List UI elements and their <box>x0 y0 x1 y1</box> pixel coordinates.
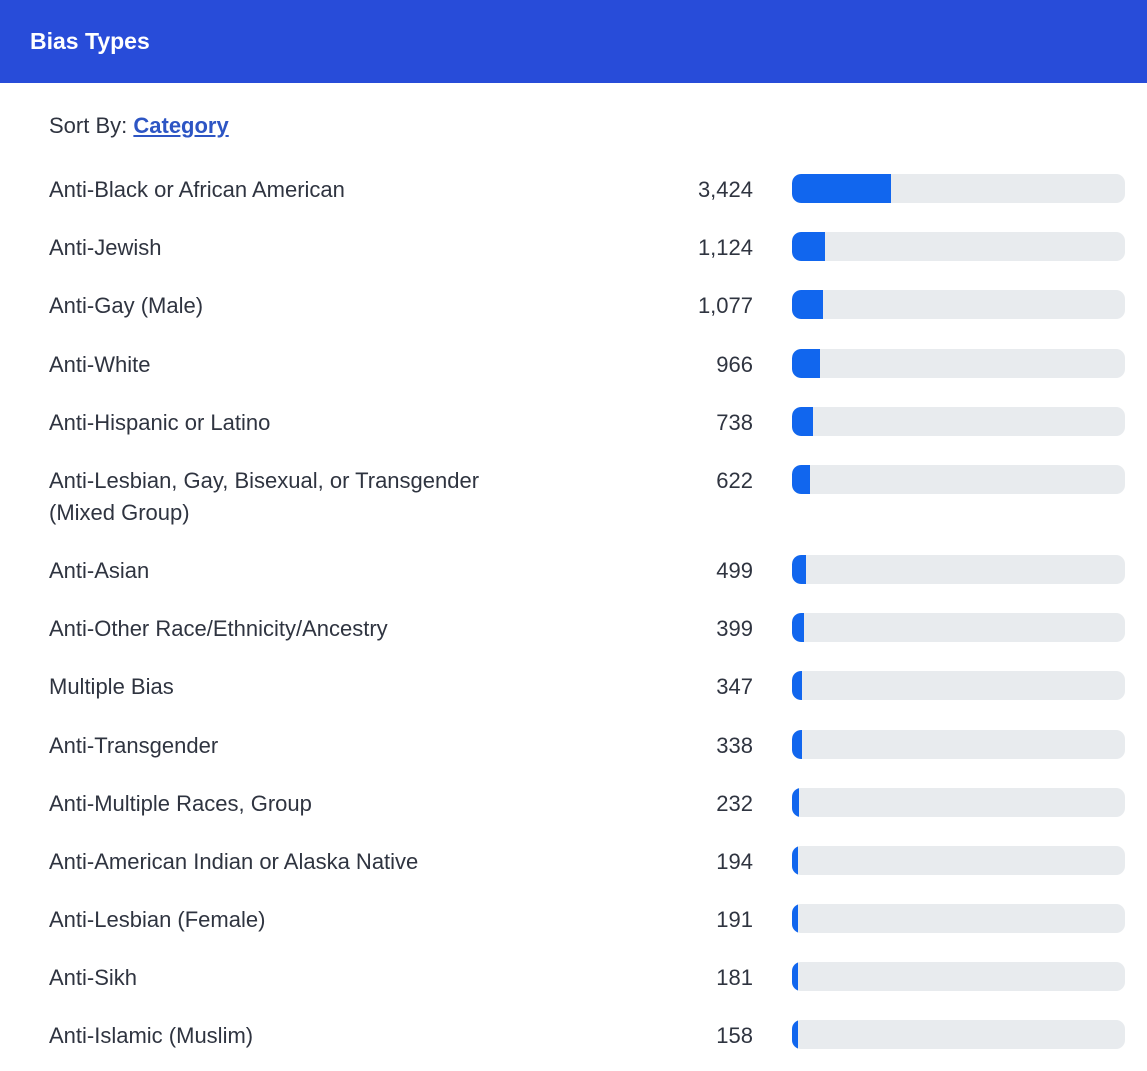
bar-fill <box>792 730 802 759</box>
bar-track <box>792 846 1125 875</box>
bar-track <box>792 232 1125 261</box>
bias-category-label: Anti-Black or African American <box>49 177 345 202</box>
sort-label: Sort By: <box>49 113 128 138</box>
bias-count-label: 181 <box>716 965 753 990</box>
bar-track <box>792 465 1125 494</box>
bias-count-label: 191 <box>716 907 753 932</box>
bar-fill <box>792 788 799 817</box>
bar-track <box>792 555 1125 584</box>
bias-category-label: Anti-Lesbian, Gay, Bisexual, or Transgen… <box>49 468 480 525</box>
bar-track <box>792 174 1125 203</box>
bias-category-label: Anti-Sikh <box>49 965 138 990</box>
bias-count-label: 966 <box>716 352 753 377</box>
bias-category-label: Anti-Lesbian (Female) <box>49 907 266 932</box>
bias-count-label: 738 <box>716 410 753 435</box>
bar-fill <box>792 290 823 319</box>
bar-track <box>792 904 1125 933</box>
bias-category-label: Anti-Gay (Male) <box>49 293 204 318</box>
bar-fill <box>792 407 813 436</box>
bar-track <box>792 407 1125 436</box>
bias-category-label: Anti-Asian <box>49 558 150 583</box>
bar-fill <box>792 232 825 261</box>
bar-track <box>792 290 1125 319</box>
bar-track <box>792 349 1125 378</box>
bar-fill <box>792 613 804 642</box>
bias-category-label: Anti-Hispanic or Latino <box>49 410 271 435</box>
bias-category-label: Anti-Transgender <box>49 733 219 758</box>
bias-category-label: Multiple Bias <box>49 674 174 699</box>
bar-track <box>792 962 1125 991</box>
bar-fill <box>792 904 798 933</box>
bias-count-label: 158 <box>716 1023 753 1048</box>
bar-track <box>792 613 1125 642</box>
bias-count-label: 399 <box>716 616 753 641</box>
bar-track <box>792 730 1125 759</box>
page-title: Bias Types <box>30 28 150 54</box>
sort-control: Sort By: Category <box>49 113 229 139</box>
bar-fill <box>792 349 820 378</box>
header-bar: Bias Types <box>0 0 1147 83</box>
bias-count-label: 499 <box>716 558 753 583</box>
bias-category-label: Anti-Jewish <box>49 235 162 260</box>
bias-category-label: Anti-Islamic (Muslim) <box>49 1023 254 1048</box>
bar-fill <box>792 555 806 584</box>
bar-fill <box>792 846 798 875</box>
bias-count-label: 3,424 <box>697 177 753 202</box>
bar-fill <box>792 174 891 203</box>
sort-category-link[interactable]: Category <box>133 113 229 138</box>
bar-track <box>792 1020 1125 1049</box>
bar-track <box>792 671 1125 700</box>
bar-fill <box>792 465 810 494</box>
bias-count-label: 347 <box>716 674 753 699</box>
bias-count-label: 1,077 <box>697 293 753 318</box>
bias-count-label: 622 <box>716 468 753 493</box>
bias-count-label: 338 <box>716 733 753 758</box>
bar-fill <box>792 1020 798 1049</box>
bias-category-label: Anti-White <box>49 352 151 377</box>
bias-category-label: Anti-American Indian or Alaska Native <box>49 849 419 874</box>
bias-count-label: 232 <box>716 791 753 816</box>
bias-category-label: Anti-Multiple Races, Group <box>49 791 312 816</box>
bar-track <box>792 788 1125 817</box>
bias-count-label: 194 <box>716 849 753 874</box>
bar-fill <box>792 671 802 700</box>
bias-count-label: 1,124 <box>697 235 753 260</box>
bias-category-label: Anti-Other Race/Ethnicity/Ancestry <box>49 616 388 641</box>
bar-fill <box>792 962 798 991</box>
